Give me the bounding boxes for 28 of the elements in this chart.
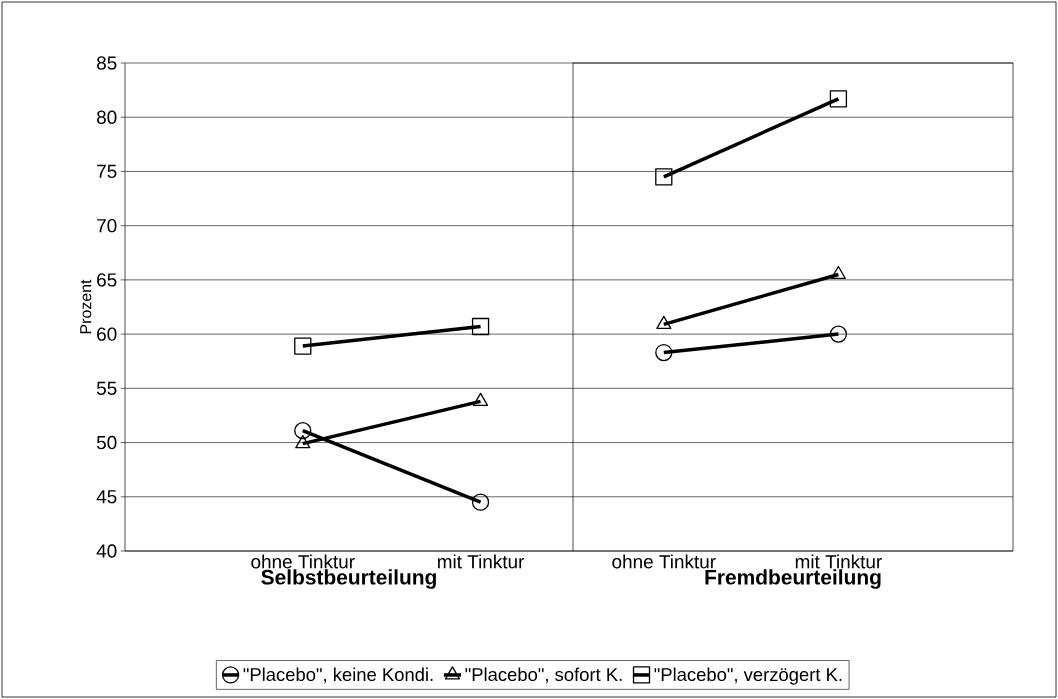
x-axis-title: Fremdbeurteilung	[705, 569, 881, 589]
point	[471, 317, 490, 336]
y-tick-label: 55	[96, 381, 117, 395]
y-tick-label: 60	[97, 327, 117, 341]
point	[471, 493, 490, 511]
x-tick-label: ohne Tinktur	[612, 554, 716, 569]
y-tick-label: 70	[97, 218, 117, 233]
y-tick-label: 75	[97, 164, 117, 179]
x-tick-label: mit Tinktur	[795, 554, 882, 569]
point	[655, 343, 673, 362]
legend-label: "Placebo", sofort K.	[465, 667, 622, 684]
y-tick-label: 65	[97, 273, 117, 287]
point	[294, 337, 312, 355]
y-tick-label: 85	[97, 56, 117, 70]
point	[294, 421, 312, 440]
y-tick-label: 45	[96, 490, 117, 504]
point	[655, 168, 673, 186]
y-tick-label: 80	[97, 110, 117, 124]
legend-label: "Placebo", verzögert K.	[654, 667, 842, 685]
point	[829, 90, 848, 108]
y-tick-label: 40	[96, 544, 117, 558]
y-axis-title: Prozent	[80, 279, 92, 334]
point	[829, 325, 848, 343]
y-tick-label: 50	[96, 435, 117, 450]
x-tick-label: mit Tinktur	[437, 554, 525, 569]
x-axis-title: Selbstbeurteilung	[261, 569, 436, 589]
x-tick-label: ohne Tinktur	[251, 554, 355, 569]
legend-label: "Placebo", keine Kondi.	[243, 667, 433, 684]
